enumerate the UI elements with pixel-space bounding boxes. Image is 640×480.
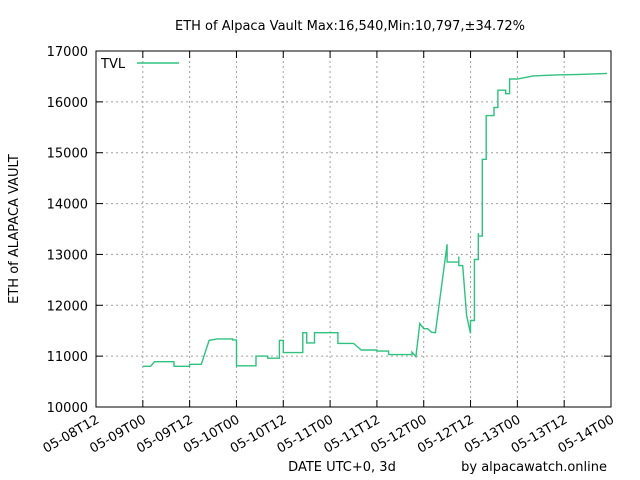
y-tick-label: 14000 xyxy=(47,198,88,213)
plot-area xyxy=(96,51,611,407)
chart-title: ETH of Alpaca Vault Max:16,540,Min:10,79… xyxy=(175,19,525,34)
credit-label: by alpacawatch.online xyxy=(461,460,607,475)
y-tick-label: 13000 xyxy=(47,248,88,263)
y-tick-label: 12000 xyxy=(47,299,88,314)
y-axis-label: ETH of ALAPACA VAULT xyxy=(7,154,22,304)
legend-label-tvl: TVL xyxy=(100,57,126,72)
series-line-tvl xyxy=(142,72,608,367)
x-tick-labels: 05-08T1205-09T0005-09T1205-10T0005-10T12… xyxy=(41,412,617,456)
y-tick-label: 17000 xyxy=(47,45,88,60)
legend: TVL xyxy=(100,57,179,72)
y-tick-label: 10000 xyxy=(47,401,88,416)
x-axis-label: DATE UTC+0, 3d xyxy=(288,460,396,475)
y-tick-label: 15000 xyxy=(47,147,88,162)
y-tick-label: 11000 xyxy=(47,350,88,365)
y-tick-label: 16000 xyxy=(47,96,88,111)
y-tick-labels: 10000 11000 12000 13000 14000 15000 16000 17000 xyxy=(47,45,88,416)
plot-border xyxy=(95,50,612,408)
